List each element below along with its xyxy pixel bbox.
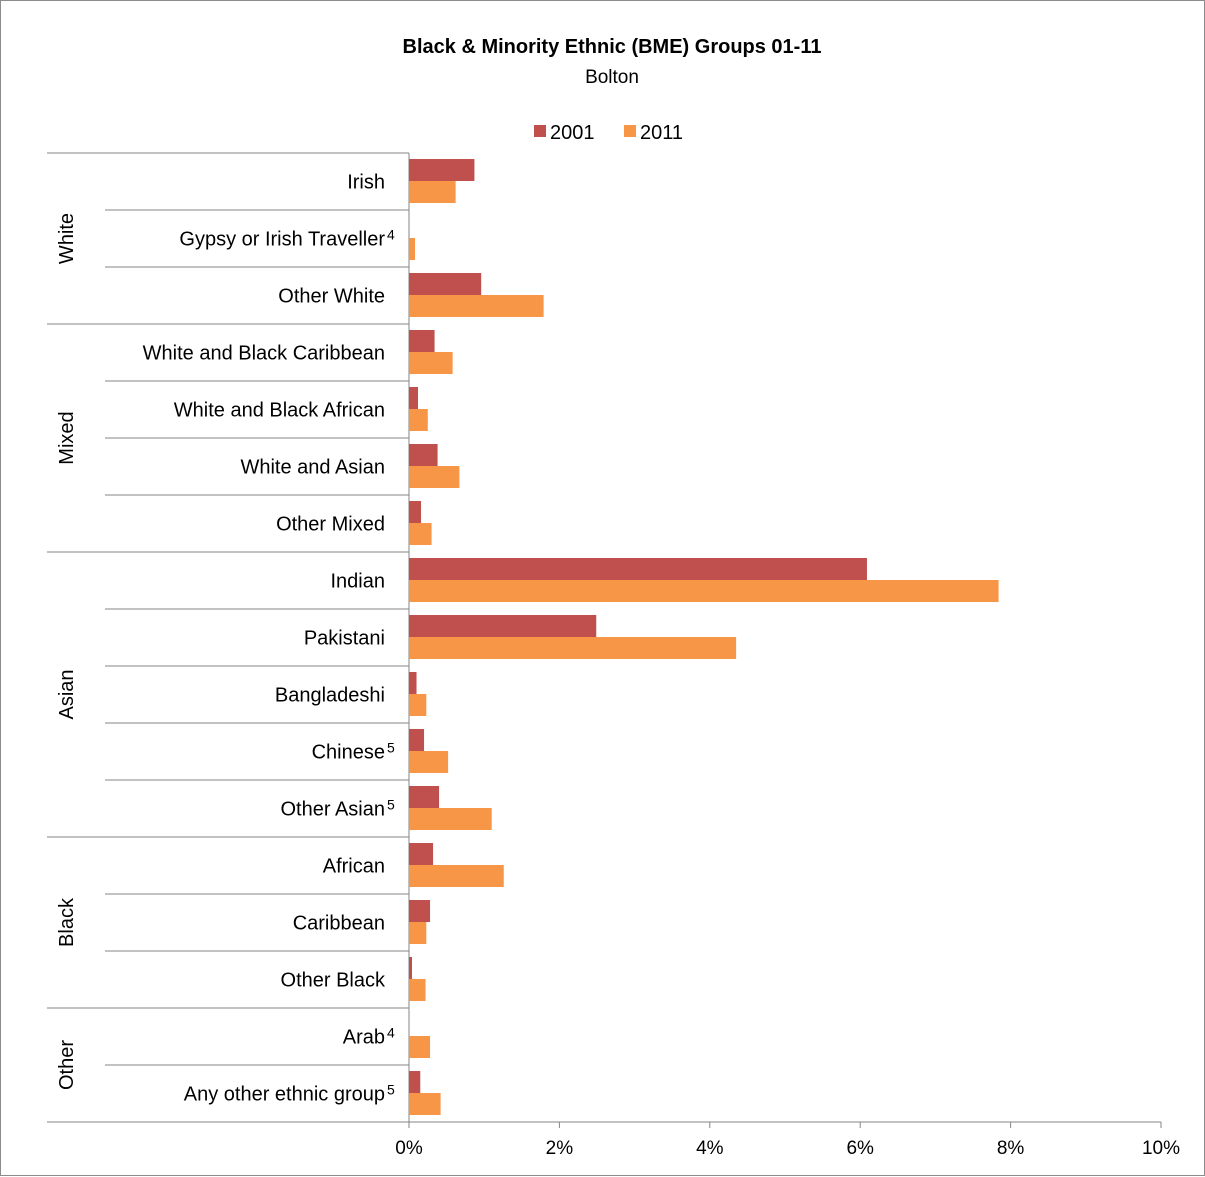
chart-title: Black & Minority Ethnic (BME) Groups 01-… xyxy=(403,36,822,58)
bar-2011-caribbean xyxy=(409,922,427,944)
legend-label-2001: 2001 xyxy=(550,122,595,144)
bar-2011-other-black xyxy=(409,979,426,1001)
category-footnote-mark: 4 xyxy=(387,1025,395,1041)
category-label: Any other ethnic group xyxy=(184,1084,385,1106)
bar-2001-other-white xyxy=(409,273,482,295)
category-label: Chinese xyxy=(312,742,385,764)
x-tick-labels: 0% 2% 4% 6% 8% 10% xyxy=(395,1138,1180,1159)
legend-swatch-2011 xyxy=(624,125,636,137)
bar-2011-pakistani xyxy=(409,637,737,659)
x-tick-label: 6% xyxy=(846,1138,874,1159)
category-label: Gypsy or Irish Traveller xyxy=(179,229,385,251)
bar-2011-other-mixed xyxy=(409,523,432,545)
bar-2001-bangladeshi xyxy=(409,672,417,694)
group-label-white: White xyxy=(56,213,78,264)
legend-swatch-2001 xyxy=(534,125,546,137)
category-label: Other Black xyxy=(281,970,386,992)
x-tick-label: 0% xyxy=(395,1138,423,1159)
bar-2001-indian xyxy=(409,558,867,580)
bar-2001-white-and-asian xyxy=(409,444,438,466)
category-footnote-mark: 5 xyxy=(387,740,395,756)
bar-2001-white-and-black-caribbean xyxy=(409,330,435,352)
bar-2001-other-black xyxy=(409,957,413,979)
bar-2011-indian xyxy=(409,580,999,602)
bar-2011-any-other-ethnic-group xyxy=(409,1093,441,1115)
bar-2001-other-mixed xyxy=(409,501,422,523)
category-label: Indian xyxy=(331,571,386,593)
group-labels: White Mixed Asian Black Other xyxy=(56,213,78,1090)
bar-2001-white-and-black-african xyxy=(409,387,419,409)
category-footnote-mark: 5 xyxy=(387,797,395,813)
category-label: White and Black Caribbean xyxy=(143,343,385,365)
category-label: Other Mixed xyxy=(276,514,385,536)
bar-2011-chinese xyxy=(409,751,449,773)
group-label-black: Black xyxy=(56,897,78,947)
bar-2011-african xyxy=(409,865,504,887)
bar-2011-white-and-black-african xyxy=(409,409,428,431)
category-label: Bangladeshi xyxy=(275,685,385,707)
x-tick-label: 10% xyxy=(1142,1138,1180,1159)
bar-2001-chinese xyxy=(409,729,425,751)
bar-2001-other-asian xyxy=(409,786,440,808)
category-label: Caribbean xyxy=(293,913,385,935)
category-footnote-mark: 5 xyxy=(387,1082,395,1098)
bar-2011-bangladeshi xyxy=(409,694,427,716)
category-label: African xyxy=(323,856,385,878)
bar-2001-pakistani xyxy=(409,615,597,637)
chart-subtitle: Bolton xyxy=(585,67,639,88)
bars xyxy=(409,159,999,1115)
bar-2001-african xyxy=(409,843,434,865)
x-tick-label: 8% xyxy=(997,1138,1025,1159)
category-label: Pakistani xyxy=(304,628,385,650)
bar-2011-other-white xyxy=(409,295,544,317)
bar-2011-other-asian xyxy=(409,808,492,830)
axes xyxy=(47,152,1162,1128)
legend-label-2011: 2011 xyxy=(640,122,683,144)
bar-2011-arab xyxy=(409,1036,431,1058)
category-label: Other Asian xyxy=(280,799,385,821)
group-label-asian: Asian xyxy=(56,669,78,719)
bar-2001-any-other-ethnic-group xyxy=(409,1071,421,1093)
category-label: White and Black African xyxy=(174,400,385,422)
bar-2011-gypsy-or-irish-traveller xyxy=(409,238,416,260)
category-footnote-mark: 4 xyxy=(387,227,395,243)
bar-2001-irish xyxy=(409,159,475,181)
category-label: Arab xyxy=(343,1027,385,1049)
bar-2011-irish xyxy=(409,181,456,203)
legend: 2001 2011 xyxy=(534,122,683,144)
group-label-other: Other xyxy=(56,1040,78,1090)
category-label: Irish xyxy=(347,172,385,194)
category-label: White and Asian xyxy=(240,457,385,479)
bar-2001-caribbean xyxy=(409,900,431,922)
bar-2011-white-and-asian xyxy=(409,466,460,488)
x-tick-label: 4% xyxy=(696,1138,724,1159)
category-label: Other White xyxy=(278,286,385,308)
x-tick-label: 2% xyxy=(546,1138,574,1159)
group-label-mixed: Mixed xyxy=(56,411,78,464)
bar-2011-white-and-black-caribbean xyxy=(409,352,453,374)
